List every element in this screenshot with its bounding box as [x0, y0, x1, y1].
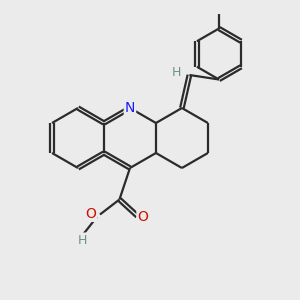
Text: H: H [172, 66, 182, 80]
Text: N: N [125, 101, 135, 115]
Text: O: O [137, 210, 148, 224]
Text: O: O [85, 207, 96, 221]
Text: H: H [77, 233, 87, 247]
